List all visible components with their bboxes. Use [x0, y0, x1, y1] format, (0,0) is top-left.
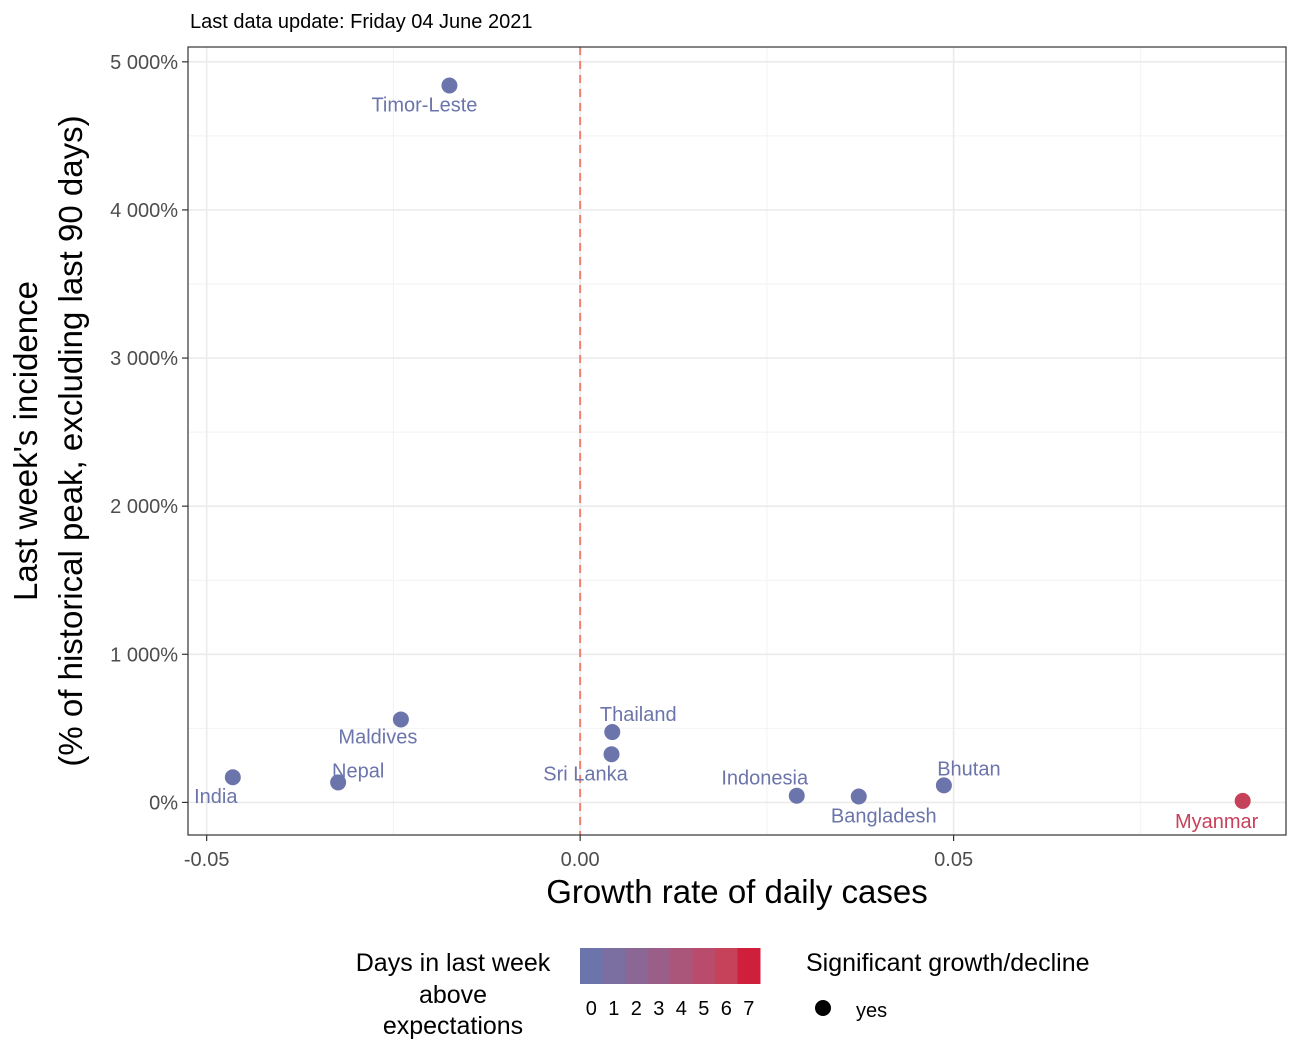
colorbar-segment — [737, 948, 761, 984]
legend-colorbar — [580, 948, 761, 984]
colorbar-label: 0 — [586, 998, 597, 1020]
point-labels: Timor-Leste Maldives Thailand Sri Lanka Indi… — [194, 95, 1259, 833]
point-label: Timor-Leste — [371, 95, 477, 117]
x-tick-label: -0.05 — [184, 849, 230, 871]
data-point — [224, 769, 241, 786]
data-point — [441, 77, 458, 94]
y-axis-title-line2: (% of historical peak, excluding last 90… — [52, 115, 89, 766]
point-label: Bhutan — [937, 758, 1000, 780]
colorbar-label: 7 — [743, 998, 754, 1020]
data-point — [788, 787, 805, 804]
point-label: Nepal — [332, 760, 384, 782]
y-axis-title-line1: Last week's incidence — [7, 281, 44, 601]
colorbar-label: 1 — [608, 998, 619, 1020]
point-label: India — [194, 786, 238, 808]
y-tick-label: 2 000% — [110, 496, 178, 518]
colorbar-label: 2 — [631, 998, 642, 1020]
data-point — [330, 774, 347, 791]
point-label: Bangladesh — [831, 805, 937, 827]
point-label: Sri Lanka — [543, 763, 628, 785]
y-axis-ticks: 0% 1 000% 2 000% 3 000% 4 000% 5 000% — [110, 52, 188, 814]
colorbar-segment — [692, 948, 716, 984]
colorbar-label: 4 — [676, 998, 687, 1020]
data-point — [604, 724, 621, 741]
legend-significance: Significant growth/decline yes — [806, 949, 1090, 1022]
data-point — [935, 777, 952, 794]
point-label: Thailand — [600, 704, 677, 726]
colorbar-label: 6 — [721, 998, 732, 1020]
y-tick-label: 4 000% — [110, 200, 178, 222]
point-label: Indonesia — [721, 768, 809, 790]
y-tick-label: 1 000% — [110, 644, 178, 666]
colorbar-segment — [602, 948, 626, 984]
grid — [188, 47, 1286, 835]
y-tick-label: 3 000% — [110, 348, 178, 370]
legend-shape-key-yes — [815, 1000, 831, 1016]
x-axis-title: Growth rate of daily cases — [546, 873, 928, 910]
x-tick-label: 0.00 — [561, 849, 600, 871]
chart-subtitle: Last data update: Friday 04 June 2021 — [190, 11, 532, 33]
point-label: Maldives — [338, 726, 417, 748]
legend-shape-label-yes: yes — [856, 1000, 887, 1022]
colorbar-segment — [670, 948, 693, 984]
plot-border — [187, 46, 1287, 836]
data-point — [850, 788, 867, 805]
data-point — [1234, 792, 1251, 809]
legend-color-title-line3: expectations — [383, 1012, 523, 1040]
colorbar-label: 5 — [698, 998, 709, 1020]
point-label: Myanmar — [1175, 811, 1259, 833]
plot-background — [188, 47, 1286, 835]
data-points — [224, 77, 1251, 809]
colorbar-segment — [647, 948, 671, 984]
y-tick-label: 5 000% — [110, 52, 178, 74]
y-tick-label: 0% — [149, 792, 178, 814]
x-tick-label: 0.05 — [934, 849, 973, 871]
x-axis-ticks: -0.05 0.00 0.05 — [184, 835, 973, 871]
data-point — [603, 746, 620, 763]
data-point — [392, 711, 409, 728]
colorbar-segment — [625, 948, 648, 984]
colorbar-segment — [580, 948, 603, 984]
legend-color-title-line1: Days in last week — [356, 949, 551, 977]
legend-shape-title: Significant growth/decline — [806, 949, 1090, 977]
colorbar-label: 3 — [653, 998, 664, 1020]
colorbar-segment — [715, 948, 738, 984]
legend-color-title-line2: above — [419, 981, 487, 1009]
